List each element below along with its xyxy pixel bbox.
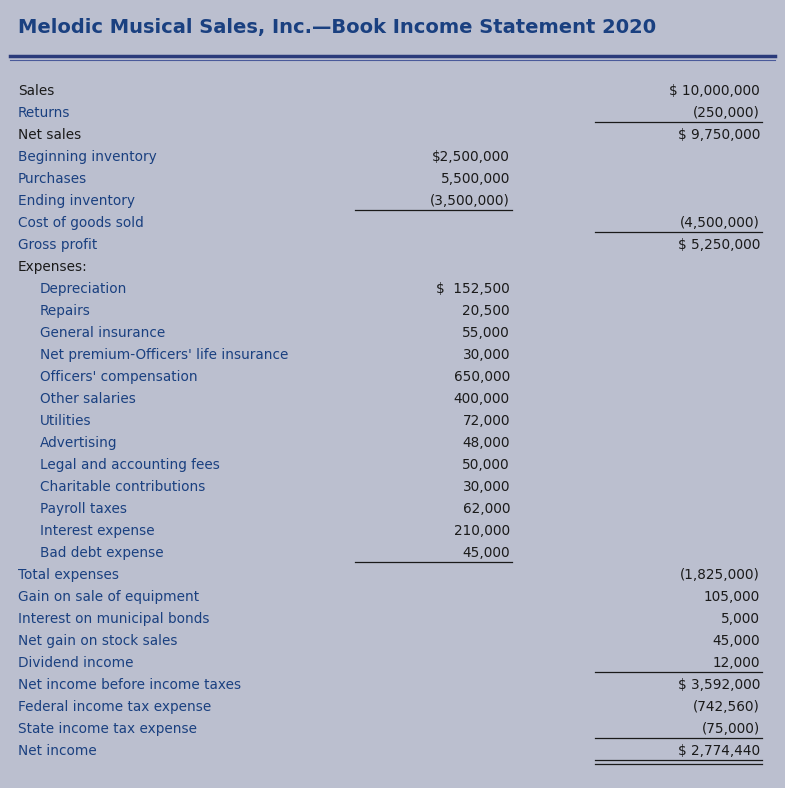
Text: Sales: Sales [18, 84, 54, 98]
Text: Gain on sale of equipment: Gain on sale of equipment [18, 590, 199, 604]
Text: Ending inventory: Ending inventory [18, 194, 135, 208]
Text: Beginning inventory: Beginning inventory [18, 150, 157, 164]
Text: (75,000): (75,000) [702, 722, 760, 736]
Text: 12,000: 12,000 [713, 656, 760, 670]
Text: Interest on municipal bonds: Interest on municipal bonds [18, 612, 210, 626]
Text: State income tax expense: State income tax expense [18, 722, 197, 736]
Text: 30,000: 30,000 [462, 480, 510, 494]
Text: (250,000): (250,000) [693, 106, 760, 120]
Text: 105,000: 105,000 [703, 590, 760, 604]
Text: 20,500: 20,500 [462, 304, 510, 318]
Text: Officers' compensation: Officers' compensation [40, 370, 198, 384]
Text: $  152,500: $ 152,500 [436, 282, 510, 296]
Text: Net sales: Net sales [18, 128, 82, 142]
Text: $2,500,000: $2,500,000 [432, 150, 510, 164]
Text: Interest expense: Interest expense [40, 524, 155, 538]
Text: Net income: Net income [18, 744, 97, 758]
Text: $ 3,592,000: $ 3,592,000 [677, 678, 760, 692]
Text: Net gain on stock sales: Net gain on stock sales [18, 634, 177, 648]
Text: General insurance: General insurance [40, 326, 166, 340]
Text: Returns: Returns [18, 106, 71, 120]
Text: Net income before income taxes: Net income before income taxes [18, 678, 241, 692]
Text: 650,000: 650,000 [454, 370, 510, 384]
Text: Utilities: Utilities [40, 414, 92, 428]
Text: Repairs: Repairs [40, 304, 91, 318]
Text: Expenses:: Expenses: [18, 260, 88, 274]
Text: Cost of goods sold: Cost of goods sold [18, 216, 144, 230]
Text: (3,500,000): (3,500,000) [430, 194, 510, 208]
Text: 45,000: 45,000 [712, 634, 760, 648]
Text: Melodic Musical Sales, Inc.—Book Income Statement 2020: Melodic Musical Sales, Inc.—Book Income … [18, 18, 656, 37]
Text: Purchases: Purchases [18, 172, 87, 186]
Text: Federal income tax expense: Federal income tax expense [18, 700, 211, 714]
Text: 5,500,000: 5,500,000 [440, 172, 510, 186]
Text: 5,000: 5,000 [721, 612, 760, 626]
Text: $ 9,750,000: $ 9,750,000 [677, 128, 760, 142]
Text: 55,000: 55,000 [462, 326, 510, 340]
Text: Legal and accounting fees: Legal and accounting fees [40, 458, 220, 472]
Text: Payroll taxes: Payroll taxes [40, 502, 127, 516]
Text: $ 10,000,000: $ 10,000,000 [670, 84, 760, 98]
Text: 45,000: 45,000 [462, 546, 510, 560]
Text: (1,825,000): (1,825,000) [680, 568, 760, 582]
Text: Dividend income: Dividend income [18, 656, 133, 670]
Text: 72,000: 72,000 [462, 414, 510, 428]
Text: Other salaries: Other salaries [40, 392, 136, 406]
Text: Bad debt expense: Bad debt expense [40, 546, 163, 560]
Text: 62,000: 62,000 [462, 502, 510, 516]
Text: Gross profit: Gross profit [18, 238, 97, 252]
Text: (742,560): (742,560) [693, 700, 760, 714]
Text: Advertising: Advertising [40, 436, 118, 450]
Text: Charitable contributions: Charitable contributions [40, 480, 206, 494]
Text: Total expenses: Total expenses [18, 568, 119, 582]
Text: 210,000: 210,000 [454, 524, 510, 538]
Text: $ 5,250,000: $ 5,250,000 [677, 238, 760, 252]
Text: $ 2,774,440: $ 2,774,440 [678, 744, 760, 758]
Text: 50,000: 50,000 [462, 458, 510, 472]
Text: 48,000: 48,000 [462, 436, 510, 450]
Text: 30,000: 30,000 [462, 348, 510, 362]
Text: 400,000: 400,000 [454, 392, 510, 406]
Text: Depreciation: Depreciation [40, 282, 127, 296]
Text: Net premium-Officers' life insurance: Net premium-Officers' life insurance [40, 348, 288, 362]
Text: (4,500,000): (4,500,000) [680, 216, 760, 230]
